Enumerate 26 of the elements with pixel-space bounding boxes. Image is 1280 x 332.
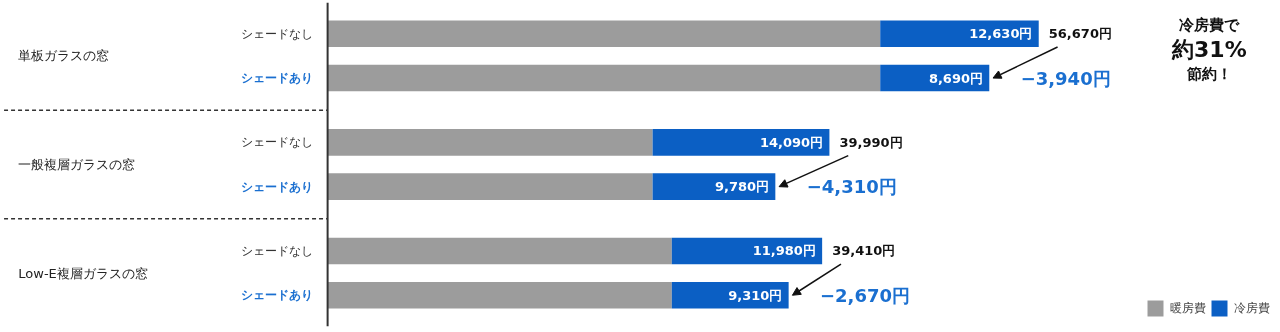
text: 約31% bbox=[1171, 36, 1247, 62]
y-tick-label: シェードあり bbox=[240, 71, 313, 86]
annotation: −3,940円 bbox=[1020, 67, 1111, 89]
total-label: 56,670円 bbox=[1048, 26, 1112, 42]
annotation: −4,310円 bbox=[806, 176, 897, 198]
text: 一般複層ガラスの窓 bbox=[18, 157, 136, 172]
total-label: 39,410円 bbox=[832, 243, 896, 259]
text: 単板ガラスの窓 bbox=[18, 48, 110, 64]
data-label: 14,090円 bbox=[759, 134, 824, 150]
data-label: 9,780円 bbox=[714, 179, 770, 195]
text: 節約！ bbox=[1185, 64, 1232, 83]
annotation: −2,670円 bbox=[820, 284, 911, 306]
data-label: 11,980円 bbox=[752, 243, 816, 259]
y-tick-label: シェードなし bbox=[240, 26, 313, 41]
text: 冷房費で bbox=[1179, 15, 1241, 34]
y-tick-label: シェードあり bbox=[240, 288, 313, 303]
legend-label: 暖房費 bbox=[1170, 299, 1206, 317]
legend-label: 冷房費 bbox=[1234, 299, 1270, 317]
total-label: 39,990円 bbox=[839, 134, 903, 150]
data-label: 12,630円 bbox=[969, 26, 1033, 42]
data-label: 8,690円 bbox=[928, 70, 984, 86]
y-tick-label: シェードあり bbox=[240, 179, 313, 194]
data-label: 9,310円 bbox=[728, 287, 783, 303]
y-tick-label: シェードなし bbox=[240, 243, 313, 258]
y-tick-label: シェードなし bbox=[240, 135, 313, 150]
text: Low-E複層ガラスの窓 bbox=[18, 265, 148, 281]
